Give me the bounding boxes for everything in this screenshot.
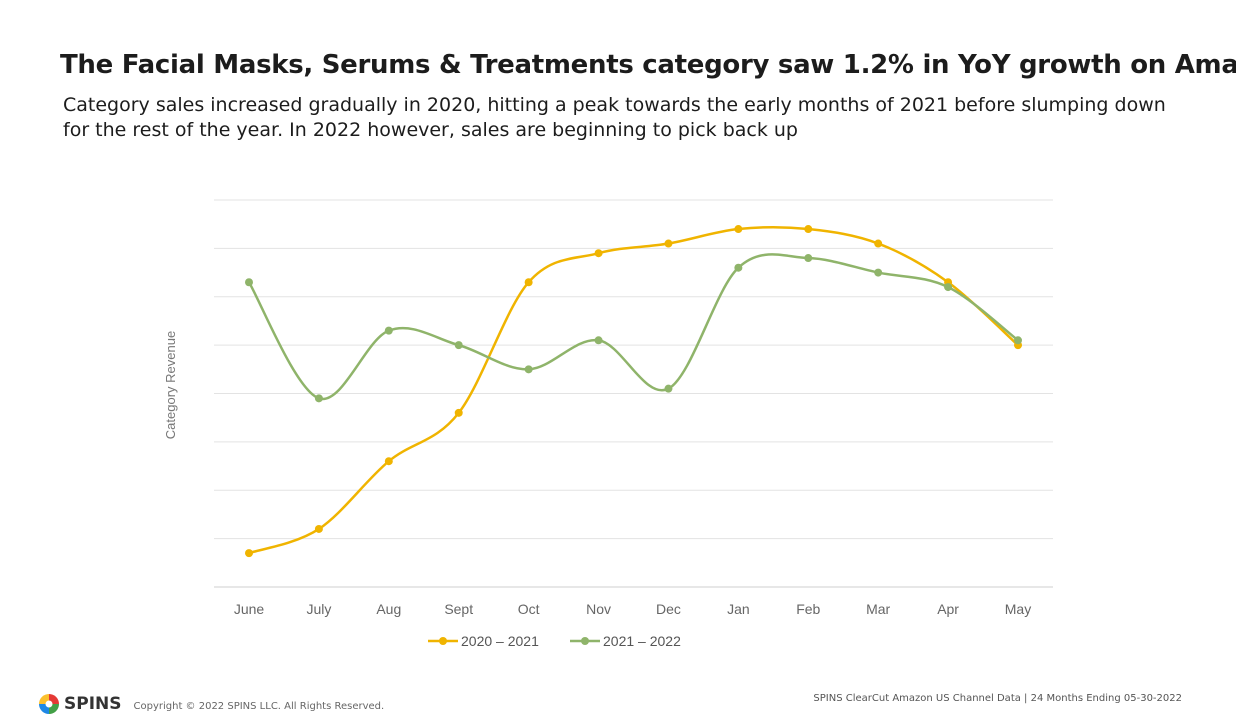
x-tick-label: May [1005, 601, 1031, 617]
x-axis-ticks: June July Aug Sept Oct Nov Dec Jan Feb Mar Apr May [234, 601, 1031, 617]
x-tick-label: Jan [727, 601, 750, 617]
data-point [524, 278, 533, 287]
legend-item: 2020 – 2021 [428, 633, 539, 649]
page-title: The Facial Masks, Serums & Treatments ca… [60, 50, 1236, 80]
data-point [664, 239, 673, 248]
data-point [804, 254, 813, 263]
spins-logo-icon [39, 694, 59, 714]
x-tick-label: Mar [866, 601, 890, 617]
legend-swatch-marker [439, 637, 447, 645]
x-tick-label: July [306, 601, 331, 617]
y-axis-label: Category Revenue [163, 331, 178, 439]
series-line [248, 225, 1019, 555]
x-tick-label: Apr [937, 601, 959, 617]
data-point [664, 384, 673, 393]
data-point [734, 263, 743, 272]
data-point [1014, 336, 1022, 345]
series-line [247, 253, 1019, 401]
x-tick-label: Dec [656, 601, 681, 617]
data-source-note: SPINS ClearCut Amazon US Channel Data | … [813, 693, 1182, 704]
data-point [245, 278, 253, 287]
data-point [734, 225, 743, 234]
data-point [594, 249, 603, 258]
chart-legend: 2020 – 2021 2021 – 2022 [428, 633, 681, 649]
x-tick-label: June [234, 601, 265, 617]
chart-series [245, 225, 1022, 558]
series-1 [245, 225, 1022, 558]
x-tick-label: Oct [518, 601, 540, 617]
footer-brand: SPINS Copyright © 2022 SPINS LLC. All Ri… [38, 693, 384, 715]
data-point [454, 408, 463, 417]
x-tick-label: Sept [444, 601, 473, 617]
x-tick-label: Nov [586, 601, 611, 617]
data-point [245, 549, 253, 558]
legend-label: 2021 – 2022 [603, 633, 681, 649]
brand-name: SPINS [64, 694, 122, 714]
data-point [384, 326, 393, 335]
legend-label: 2020 – 2021 [461, 633, 539, 649]
data-point [944, 283, 953, 292]
data-point [454, 341, 463, 350]
data-point [384, 457, 393, 466]
data-point [314, 394, 323, 403]
data-point [524, 365, 533, 374]
series-2 [245, 253, 1022, 403]
page-subtitle: Category sales increased gradually in 20… [63, 94, 1166, 141]
data-point [594, 336, 603, 345]
data-point [874, 268, 883, 277]
copyright-text: Copyright © 2022 SPINS LLC. All Rights R… [133, 700, 385, 712]
data-point [874, 239, 883, 248]
legend-item: 2021 – 2022 [570, 633, 681, 649]
legend-swatch-marker [581, 637, 589, 645]
data-point [804, 225, 813, 234]
x-tick-label: Feb [796, 601, 820, 617]
data-point [314, 524, 323, 533]
chart-grid [214, 199, 1053, 588]
x-tick-label: Aug [376, 601, 401, 617]
